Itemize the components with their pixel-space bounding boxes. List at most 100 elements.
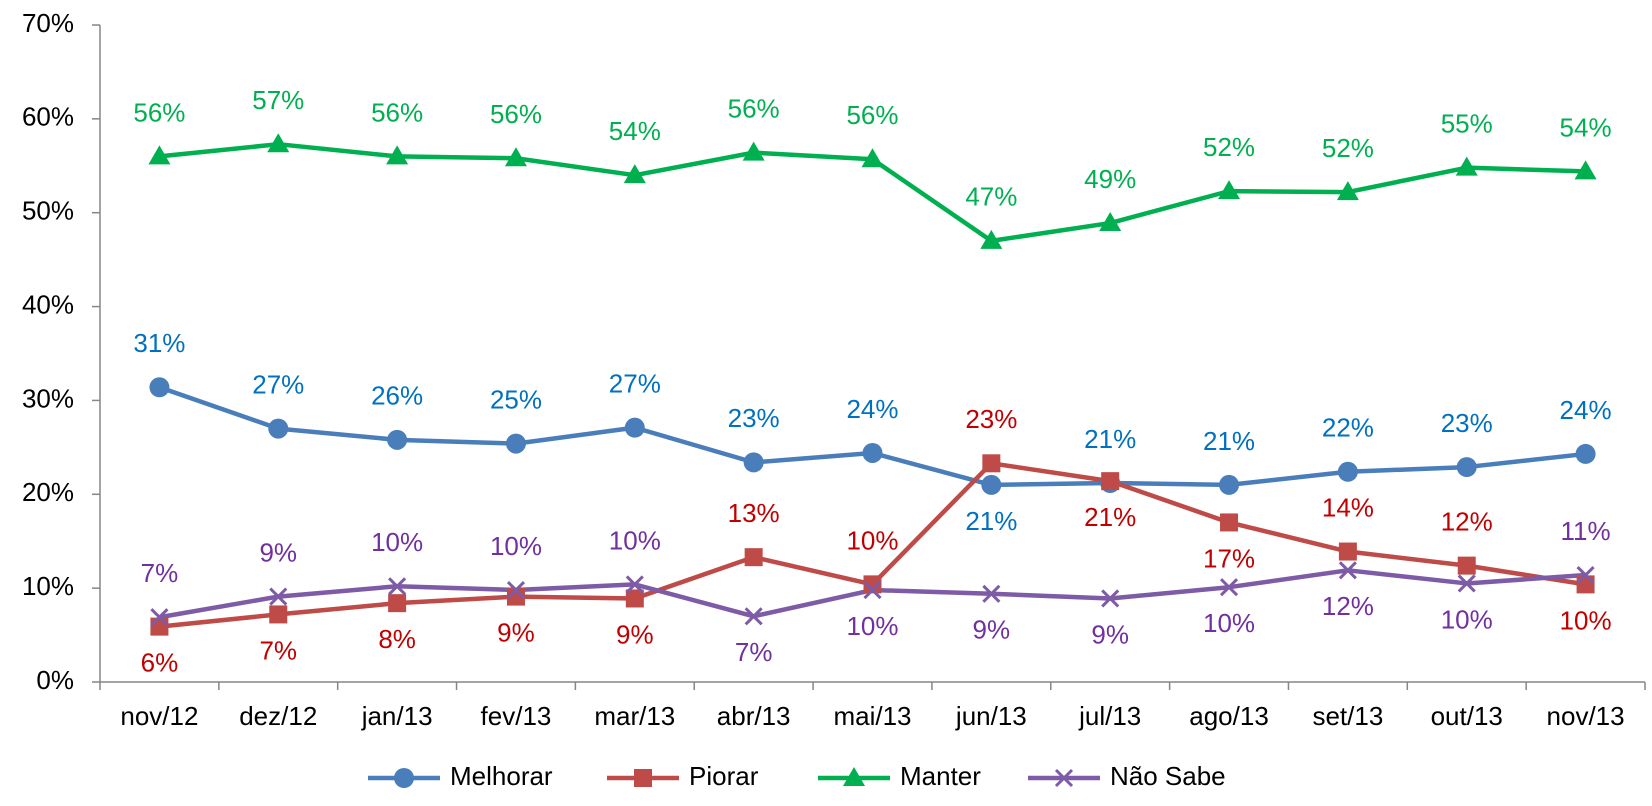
marker [388,594,407,613]
data-label: 9% [259,537,297,567]
data-label: 17% [1203,543,1255,573]
marker [269,587,288,606]
marker [1576,575,1595,594]
marker [1220,513,1239,532]
marker [1337,461,1358,482]
y-tick-label: 50% [22,196,74,226]
data-label: 57% [252,85,304,115]
data-label: 22% [1322,413,1374,443]
data-label: 27% [252,369,304,399]
data-label: 12% [1441,506,1493,536]
data-label: 27% [609,369,661,399]
data-label: 9% [497,617,535,647]
data-label: 56% [846,100,898,130]
data-label: 9% [616,619,654,649]
data-label: 10% [846,525,898,555]
marker [268,418,289,439]
y-tick-label: 10% [22,571,74,601]
data-label: 21% [1084,502,1136,532]
marker [1219,578,1239,597]
marker [1099,212,1122,232]
marker [1575,443,1596,464]
legend-item: Manter [818,761,981,791]
marker [267,133,290,153]
data-label: 56% [728,94,780,124]
data-label: 54% [1560,112,1612,142]
x-tick-label: abr/13 [717,701,791,731]
marker [981,474,1002,495]
data-label: 56% [490,99,542,129]
data-label: 8% [378,624,416,654]
data-label: 21% [1084,424,1136,454]
data-label: 23% [965,404,1017,434]
x-tick-label: mar/13 [594,701,675,731]
x-tick-label: jan/13 [361,701,433,731]
legend-item: Melhorar [368,761,553,791]
marker [623,164,646,184]
marker [1457,574,1476,593]
data-label: 7% [259,635,297,665]
marker [506,580,526,600]
data-label: 10% [846,611,898,641]
data-label: 47% [965,182,1017,212]
y-tick-label: 70% [22,8,74,38]
marker [388,577,407,596]
y-tick-label: 0% [36,665,74,695]
marker [1101,589,1120,608]
data-label: 10% [1441,604,1493,634]
marker [862,442,883,463]
data-label: 10% [371,527,423,557]
x-tick-label: out/13 [1431,701,1503,731]
marker [743,452,764,473]
marker [625,589,644,608]
legend-label: Não Sabe [1110,761,1226,791]
marker [744,607,763,626]
legend-label: Melhorar [450,761,553,791]
y-tick-label: 30% [22,383,74,413]
data-label: 10% [1560,605,1612,635]
marker [1457,556,1476,575]
marker [394,768,414,788]
y-tick-label: 20% [22,477,74,507]
marker [1054,768,1074,788]
marker [504,147,527,167]
y-tick-label: 40% [22,289,74,319]
data-label: 49% [1084,164,1136,194]
x-tick-label: jun/13 [955,701,1027,731]
marker [843,767,865,786]
marker [269,605,288,624]
data-label: 9% [973,615,1011,645]
data-label: 31% [133,328,185,358]
marker [149,377,170,398]
marker [1574,160,1597,180]
data-label: 12% [1322,591,1374,621]
marker [386,145,409,165]
marker [1336,181,1359,201]
x-tick-label: ago/13 [1189,701,1269,731]
data-label: 7% [735,637,773,667]
x-tick-label: jul/13 [1078,701,1141,731]
data-label: 24% [846,394,898,424]
marker [1101,472,1120,491]
legend-item: Piorar [607,761,759,791]
legend-label: Piorar [689,761,759,791]
x-tick-label: mai/13 [833,701,911,731]
data-label: 7% [141,558,179,588]
marker [625,575,644,594]
marker [1219,474,1240,495]
marker [863,575,882,594]
marker [634,769,652,787]
x-tick-label: dez/12 [239,701,317,731]
marker [505,433,526,454]
data-label: 21% [1203,426,1255,456]
data-label: 54% [609,116,661,146]
marker [1218,180,1241,200]
marker [1338,561,1357,580]
marker [1456,457,1477,478]
data-label: 56% [133,97,185,127]
marker [861,148,884,168]
marker [148,145,171,165]
marker [624,417,645,438]
data-label: 10% [490,531,542,561]
